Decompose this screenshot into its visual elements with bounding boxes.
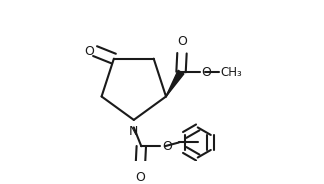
Text: O: O: [162, 140, 172, 153]
Text: O: O: [202, 66, 212, 79]
Text: O: O: [135, 171, 145, 184]
Polygon shape: [166, 70, 184, 96]
Text: CH₃: CH₃: [221, 66, 242, 79]
Text: N: N: [129, 125, 138, 138]
Text: O: O: [177, 35, 187, 48]
Text: O: O: [85, 45, 94, 58]
